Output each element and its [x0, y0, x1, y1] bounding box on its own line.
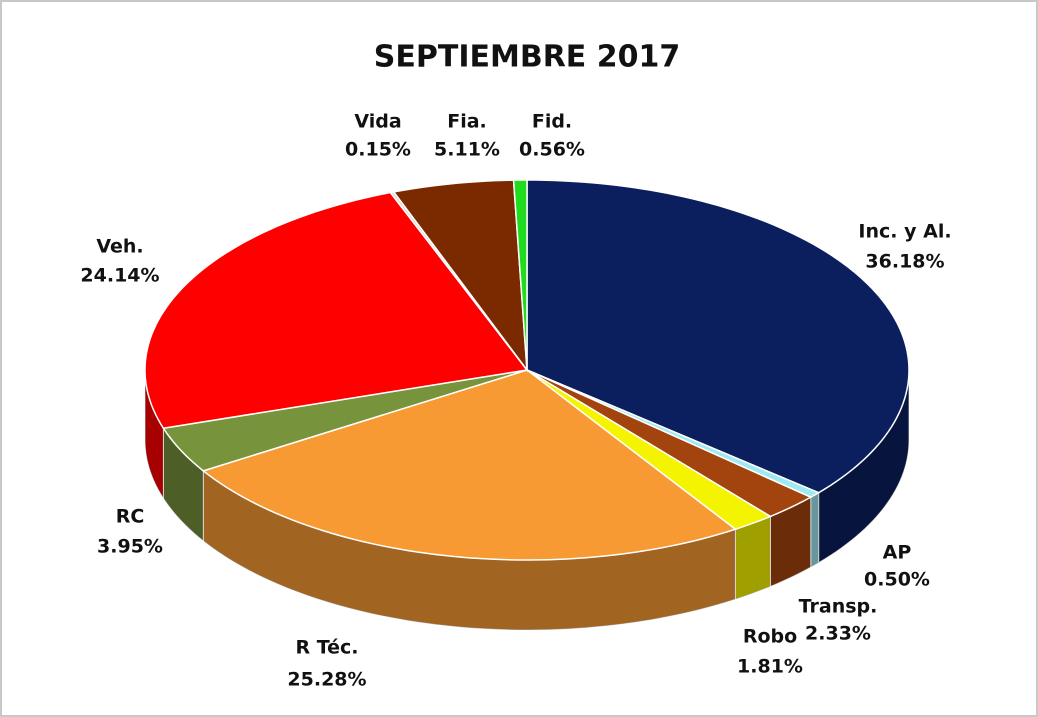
slice-name: Veh. [96, 236, 143, 258]
slice-name: Fia. [447, 111, 487, 133]
pie-slice [526, 369, 813, 518]
slice-value: 36.18% [865, 251, 944, 273]
slice-name: Fid. [532, 111, 572, 133]
slice-name: Robo [743, 626, 797, 648]
chart-title: SEPTIEMBRE 2017 [374, 40, 680, 75]
pie-slice [162, 369, 528, 472]
pie-side-shade [770, 497, 811, 587]
slice-name: RC [116, 506, 145, 528]
pie-side-shade [163, 428, 204, 541]
pie-slice [526, 369, 773, 531]
slice-value: 0.56% [519, 139, 585, 161]
slice-name: AP [883, 542, 912, 564]
pie-side-shade [203, 470, 736, 630]
slice-value: 24.14% [80, 265, 159, 287]
slice-name: Transp. [799, 596, 878, 618]
slice-value: 0.15% [345, 139, 411, 161]
slice-value: 0.50% [864, 569, 930, 591]
slice-value: 3.95% [97, 536, 163, 558]
pie-side-shade [818, 370, 909, 563]
pie-side-shade [145, 370, 164, 499]
pie-slice [512, 179, 528, 371]
labels: Inc. y Al. 36.18% AP 0.50% Transp. 2.33% Robo 1… [80, 111, 951, 691]
slice-value: 1.81% [737, 656, 803, 678]
pie-slice [392, 179, 528, 373]
slice-value: 5.11% [434, 139, 500, 161]
pie-tops [144, 179, 910, 561]
pie-slice [144, 191, 529, 430]
pie-slice [526, 179, 910, 494]
slice-value: 2.33% [805, 623, 871, 645]
slice-value: 25.28% [287, 669, 366, 691]
pie-slice [201, 369, 738, 561]
pie-sides [144, 369, 910, 631]
pie-side-shade [735, 516, 771, 600]
slice-name: Inc. y Al. [858, 221, 951, 243]
slice-name: Vida [354, 111, 401, 133]
pie-side-shade [810, 492, 819, 568]
slice-name: R Téc. [295, 637, 358, 659]
